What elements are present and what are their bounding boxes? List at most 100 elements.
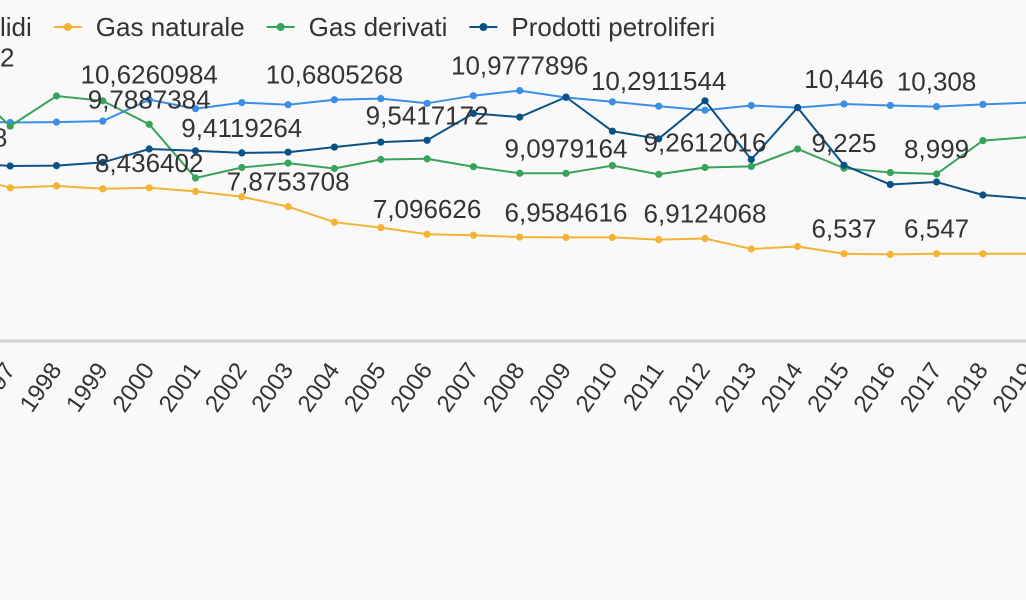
data-point-2-1999[interactable]: [99, 97, 107, 105]
data-point-2-2006[interactable]: [423, 155, 431, 163]
data-point-0-2015[interactable]: [840, 100, 848, 108]
data-point-3-1997[interactable]: [6, 162, 14, 170]
data-point-1-2016[interactable]: [886, 250, 894, 258]
data-point-2-1998[interactable]: [52, 92, 61, 100]
data-point-2-2000[interactable]: [145, 120, 153, 128]
data-point-0-2000[interactable]: [145, 96, 153, 104]
data-point-1-2013[interactable]: [747, 245, 755, 253]
data-point-3-2017[interactable]: [933, 178, 941, 186]
data-label: 9,7887384: [88, 84, 211, 114]
data-point-0-2008[interactable]: [516, 87, 524, 95]
data-point-1-2015[interactable]: [840, 250, 848, 258]
data-point-3-2014[interactable]: [794, 104, 802, 112]
data-point-2-2009[interactable]: [562, 169, 570, 177]
data-point-1-2018[interactable]: [979, 250, 987, 258]
x-tick-label: 2003: [246, 358, 299, 417]
data-point-0-1998[interactable]: [52, 118, 61, 126]
data-label: 10,2911544: [591, 66, 726, 96]
data-point-2-2017[interactable]: [933, 170, 941, 178]
data-point-1-2007[interactable]: [469, 231, 477, 239]
data-point-2-2005[interactable]: [377, 155, 385, 164]
data-point-3-2018[interactable]: [979, 191, 987, 199]
data-point-0-2016[interactable]: [886, 101, 894, 110]
data-point-1-2005[interactable]: [377, 224, 385, 232]
legend-item-1[interactable]: Gas naturale: [53, 12, 245, 42]
data-point-3-2006[interactable]: [423, 136, 431, 144]
data-point-0-1999[interactable]: [99, 117, 107, 125]
legend-item-2[interactable]: Gas derivati: [266, 12, 448, 42]
data-point-3-2015[interactable]: [840, 161, 848, 169]
data-point-0-2010[interactable]: [608, 98, 617, 106]
data-point-2-2002[interactable]: [238, 163, 246, 172]
series-line-3: [0, 95, 1026, 200]
data-point-0-2007[interactable]: [469, 92, 477, 100]
data-point-0-2001[interactable]: [191, 105, 200, 113]
data-point-1-2017[interactable]: [933, 250, 941, 258]
legend: lidi Gas naturale Gas derivati Prodotti pet…: [0, 12, 715, 42]
data-point-0-2011[interactable]: [655, 102, 663, 110]
data-point-3-2016[interactable]: [886, 180, 894, 189]
data-point-1-1999[interactable]: [99, 185, 107, 193]
data-point-1-1997[interactable]: [6, 184, 14, 192]
data-point-1-2008[interactable]: [516, 233, 524, 241]
data-point-1-2014[interactable]: [794, 242, 802, 251]
data-point-3-2001[interactable]: [191, 147, 200, 155]
legend-item-0[interactable]: lidi: [0, 12, 32, 42]
data-point-0-2002[interactable]: [238, 99, 246, 107]
data-point-1-2003[interactable]: [284, 203, 292, 211]
x-tick-label: 2005: [339, 358, 392, 417]
data-point-1-2006[interactable]: [423, 230, 431, 238]
x-tick-label: 2013: [709, 358, 762, 417]
data-point-3-2003[interactable]: [284, 148, 292, 156]
data-point-2-1997[interactable]: [6, 122, 14, 130]
data-point-3-2013[interactable]: [747, 155, 755, 164]
data-point-1-1998[interactable]: [52, 182, 61, 190]
data-point-2-2008[interactable]: [516, 169, 524, 177]
data-point-3-2000[interactable]: [145, 145, 153, 153]
data-point-3-2009[interactable]: [562, 93, 570, 101]
data-point-2-2016[interactable]: [886, 168, 894, 177]
data-point-3-2004[interactable]: [330, 143, 338, 151]
x-tick-label: 2007: [432, 358, 485, 417]
data-point-0-2004[interactable]: [330, 96, 338, 104]
data-point-3-1998[interactable]: [52, 162, 61, 170]
data-point-1-2004[interactable]: [330, 218, 338, 226]
data-label: 9,4119264: [181, 113, 302, 143]
data-point-0-2017[interactable]: [933, 103, 941, 111]
data-point-0-2018[interactable]: [979, 100, 987, 108]
data-point-3-2010[interactable]: [608, 127, 617, 135]
legend-item-3[interactable]: Prodotti petroliferi: [469, 12, 715, 42]
data-point-2-2007[interactable]: [469, 163, 477, 171]
x-tick-label: 2012: [663, 358, 716, 417]
data-point-2-2011[interactable]: [655, 170, 663, 178]
data-point-3-2005[interactable]: [377, 138, 385, 146]
x-tick-label: 2009: [524, 358, 577, 417]
data-point-3-2012[interactable]: [701, 97, 709, 105]
data-point-2-2003[interactable]: [284, 159, 292, 167]
data-point-2-2014[interactable]: [794, 145, 802, 153]
data-point-2-2010[interactable]: [608, 162, 617, 170]
data-point-3-2002[interactable]: [238, 149, 246, 157]
data-label: 6,537: [811, 214, 876, 244]
data-point-3-2008[interactable]: [516, 113, 524, 121]
data-point-0-2003[interactable]: [284, 101, 292, 109]
data-point-0-2006[interactable]: [423, 99, 431, 107]
data-point-1-2011[interactable]: [655, 236, 663, 244]
data-point-0-2013[interactable]: [747, 101, 755, 110]
data-point-1-2010[interactable]: [608, 233, 617, 241]
data-point-2-2004[interactable]: [330, 164, 338, 173]
data-point-1-2009[interactable]: [562, 233, 570, 241]
data-point-1-2001[interactable]: [191, 187, 200, 195]
data-point-0-2012[interactable]: [701, 106, 709, 114]
data-point-2-2018[interactable]: [979, 137, 987, 145]
data-point-1-2002[interactable]: [238, 193, 246, 201]
data-point-3-2011[interactable]: [655, 135, 663, 143]
data-point-2-2013[interactable]: [747, 162, 755, 170]
data-point-3-1999[interactable]: [99, 158, 107, 166]
data-point-2-2001[interactable]: [191, 174, 200, 182]
data-point-0-2005[interactable]: [377, 95, 385, 103]
data-point-3-2007[interactable]: [469, 109, 477, 117]
data-point-1-2000[interactable]: [145, 184, 153, 192]
data-point-2-2012[interactable]: [701, 163, 709, 172]
data-point-1-2012[interactable]: [701, 234, 709, 243]
